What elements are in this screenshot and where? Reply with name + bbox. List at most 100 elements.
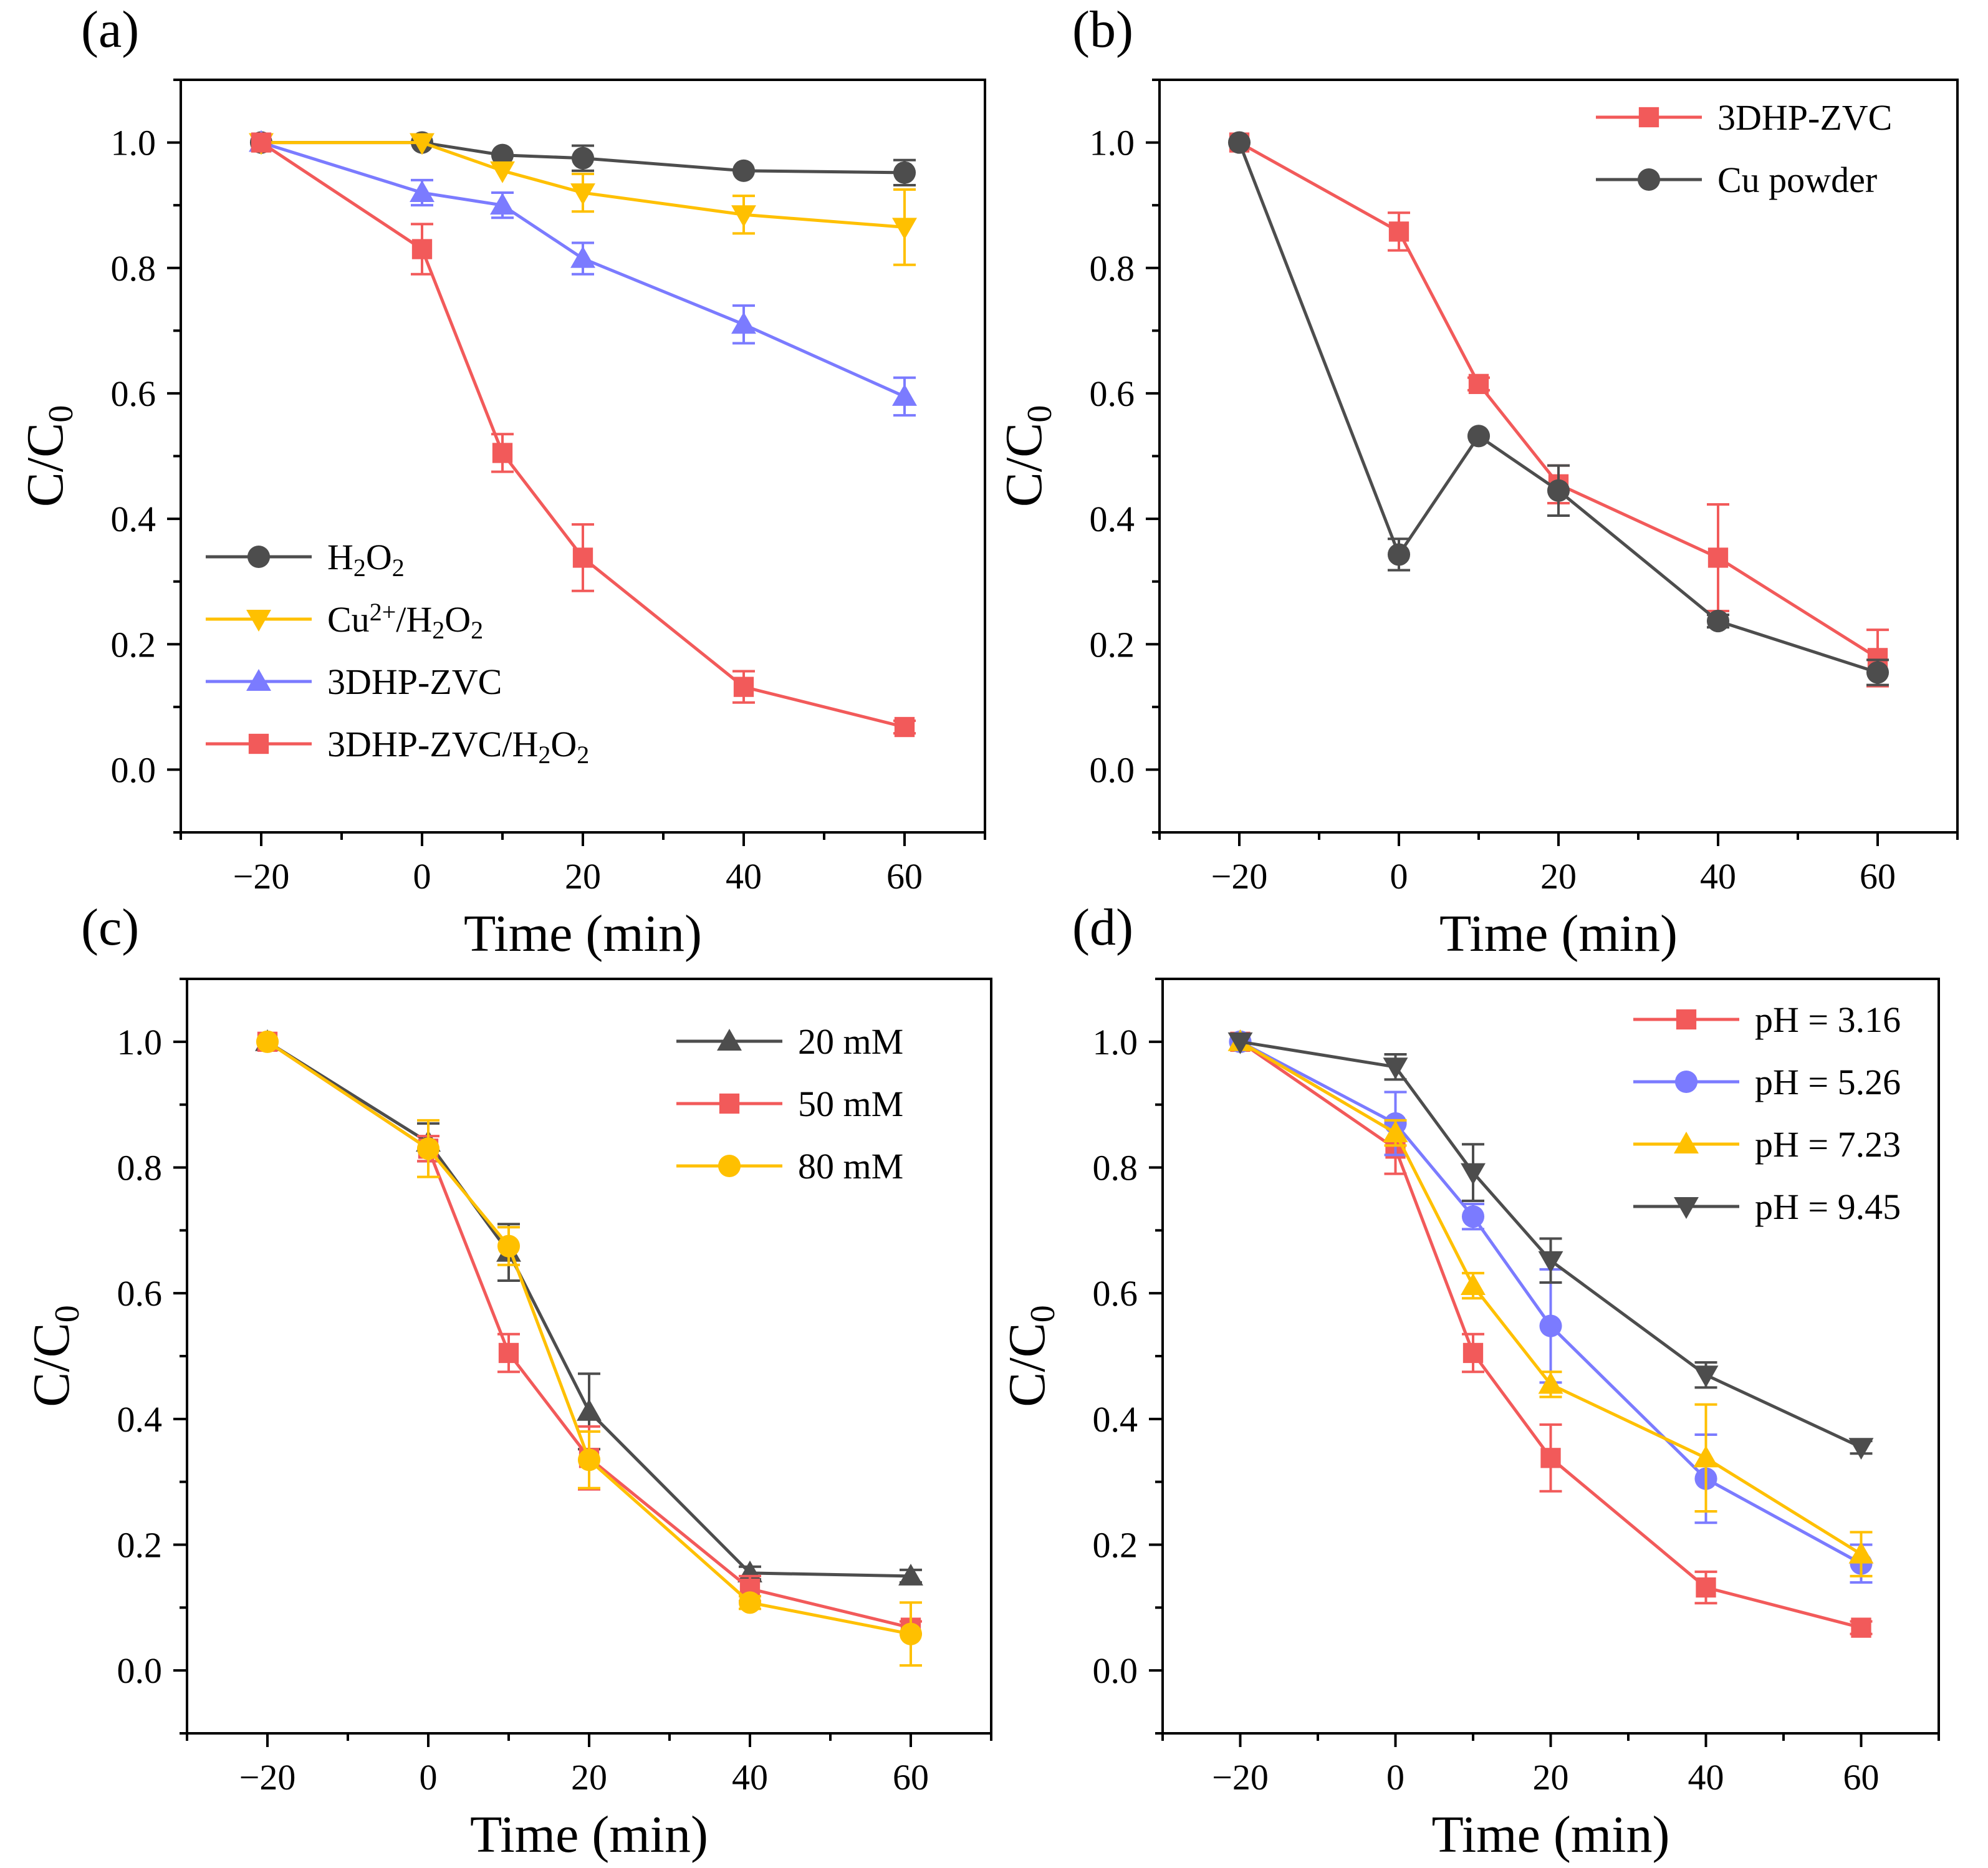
x-tick-label: −20 [1211,856,1268,897]
chart-panel-b: −20 0 20 40 60 0.0 0.2 0.4 0.6 0.8 1.0 Time (min) C/… [995,1,1959,963]
y-tick-label: 0.2 [1090,624,1135,665]
data-point [1461,1163,1486,1185]
data-point [899,1622,923,1645]
panel-label: (a) [81,1,139,59]
legend-entry: 3DHP-ZVC [206,662,502,702]
data-point [570,246,595,268]
x-axis-title: Time (min) [464,905,702,963]
y-tick-label: 0.6 [117,1273,163,1314]
data-point [411,239,433,259]
x-tick-label: 40 [732,1757,768,1798]
x-axis-title: Time (min) [470,1806,708,1864]
series-80-mm [256,1030,923,1667]
data-point [1539,1314,1562,1337]
legend-label: 3DHP-ZVC [1717,97,1892,138]
y-tick-label: 0.6 [1090,373,1135,414]
legend-entry: pH = 3.16 [1633,999,1901,1040]
data-point [1461,1205,1485,1228]
x-axis-title: Time (min) [1439,905,1678,963]
data-point [498,1342,519,1364]
legend-label: 80 mM [798,1146,903,1187]
legend-marker [247,545,271,569]
data-point [497,1235,521,1258]
legend-marker [1637,168,1661,191]
legend-entry: H2O2 [206,537,405,582]
series-ph-7-23 [1227,1029,1874,1577]
series-ph-9-45 [1227,1032,1874,1460]
series-line [261,141,905,229]
x-tick-label: 60 [893,1757,929,1798]
series-line [266,1040,911,1578]
data-point [1227,1032,1253,1054]
series-line [1238,141,1879,660]
data-point [1547,479,1570,502]
data-point [738,1591,762,1614]
data-point [731,205,756,228]
legend-label: pH = 3.16 [1755,999,1901,1040]
data-point [733,676,754,697]
data-point [570,183,595,205]
legend-entry: 80 mM [676,1146,903,1187]
data-point [894,716,915,738]
series-line [1239,1040,1862,1630]
data-point [1538,1251,1563,1273]
legend-label: H2O2 [327,537,405,582]
x-tick-label: 20 [1540,856,1577,897]
legend-entry: 3DHP-ZVC [1596,97,1892,138]
x-tick-label: −20 [1212,1757,1269,1798]
series-line [1240,1040,1862,1449]
x-tick-label: −20 [239,1757,296,1798]
legend-label: 3DHP-ZVC/H2O2 [327,724,589,769]
x-tick-label: 0 [413,856,431,897]
x-tick-label: 60 [886,856,923,897]
data-point [1706,609,1730,633]
data-point [410,133,435,155]
data-point [1848,1438,1874,1460]
data-point [491,143,514,166]
data-point [898,1563,923,1586]
y-tick-label: 1.0 [1090,123,1135,163]
series-line [260,141,905,729]
data-point [731,312,756,334]
legend-entry: pH = 9.45 [1633,1187,1901,1227]
x-tick-label: 0 [1390,856,1408,897]
chart-panel-a: −20 0 20 40 60 0.0 0.2 0.4 0.6 0.8 1.0 Time (min) C/… [16,1,986,963]
data-point [1462,1342,1484,1364]
legend-marker [246,669,271,691]
data-point [251,132,272,153]
data-point [1461,1273,1486,1296]
data-point [416,1137,440,1160]
x-tick-label: 40 [726,856,762,897]
panel-label: (b) [1072,1,1133,59]
series-line [261,141,906,398]
y-tick-label: 0.8 [1090,248,1135,289]
legend-entry: Cu powder [1596,160,1877,200]
legend-label: 3DHP-ZVC [327,662,502,702]
legend-label: Cu powder [1717,160,1877,200]
x-axis-title: Time (min) [1432,1806,1670,1864]
data-point [256,1030,279,1053]
data-point [1388,221,1409,242]
series-cu-powder [1227,131,1890,686]
legend-entry: pH = 7.23 [1633,1124,1901,1165]
data-point [577,1448,601,1471]
series-line [1239,1040,1862,1565]
legend-marker [719,1093,740,1114]
data-point [490,161,515,183]
x-tick-label: 0 [1386,1757,1405,1798]
y-tick-label: 0.8 [111,248,156,289]
data-point [1468,373,1489,394]
series-line [1239,1040,1862,1556]
legend-marker [1676,1009,1697,1030]
y-tick-label: 1.0 [111,123,156,163]
series-line [266,1040,911,1636]
data-point [1227,131,1251,154]
y-axis-title: C/C0 [16,405,80,507]
x-tick-label: 0 [420,1757,438,1798]
data-point [732,159,756,182]
legend-entry: 20 mM [676,1021,903,1062]
series-line [266,1040,911,1630]
data-point [1383,1057,1408,1080]
data-point [1693,1445,1719,1468]
